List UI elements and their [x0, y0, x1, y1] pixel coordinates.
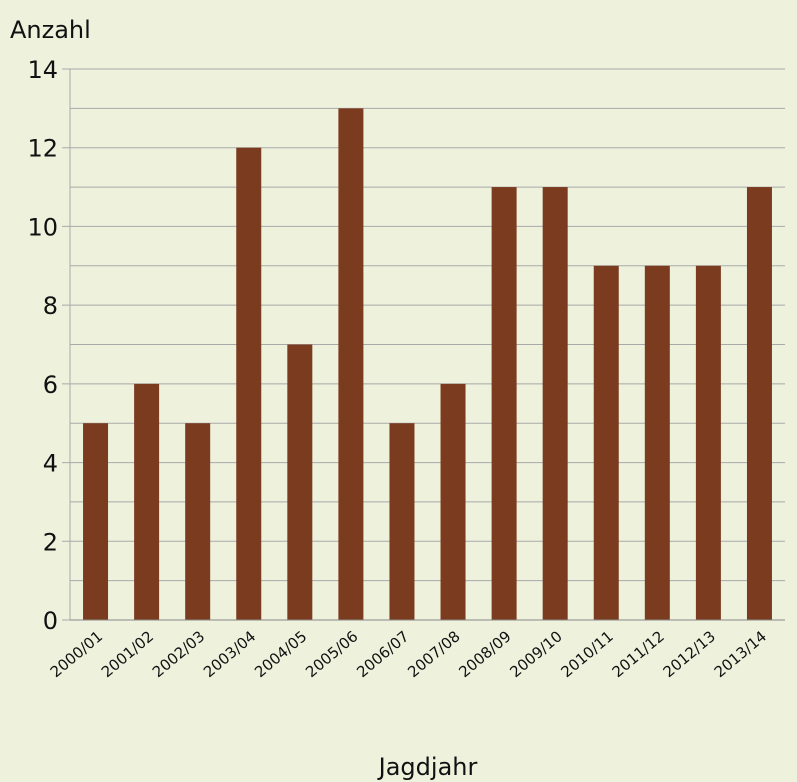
y-axis-label: Anzahl	[10, 16, 91, 44]
bar	[644, 265, 670, 620]
bar	[542, 187, 568, 621]
bar	[287, 344, 313, 620]
bar	[389, 423, 415, 620]
y-tick-label: 6	[43, 371, 58, 399]
bar	[440, 383, 466, 620]
y-tick-label: 4	[43, 450, 58, 478]
y-tick-label: 8	[43, 292, 58, 320]
bar	[746, 187, 772, 621]
bar	[185, 423, 211, 620]
bar	[695, 265, 721, 620]
y-tick-label: 0	[43, 607, 58, 635]
y-tick-label: 12	[27, 135, 58, 163]
bar	[491, 187, 517, 621]
x-axis-label: Jagdjahr	[377, 753, 478, 781]
bar	[83, 423, 109, 620]
bar	[338, 108, 364, 620]
y-tick-label: 14	[27, 56, 58, 84]
y-tick-label: 10	[27, 213, 58, 241]
y-tick-label: 2	[43, 528, 58, 556]
bar	[593, 265, 619, 620]
bar	[236, 147, 262, 620]
bar	[134, 383, 160, 620]
